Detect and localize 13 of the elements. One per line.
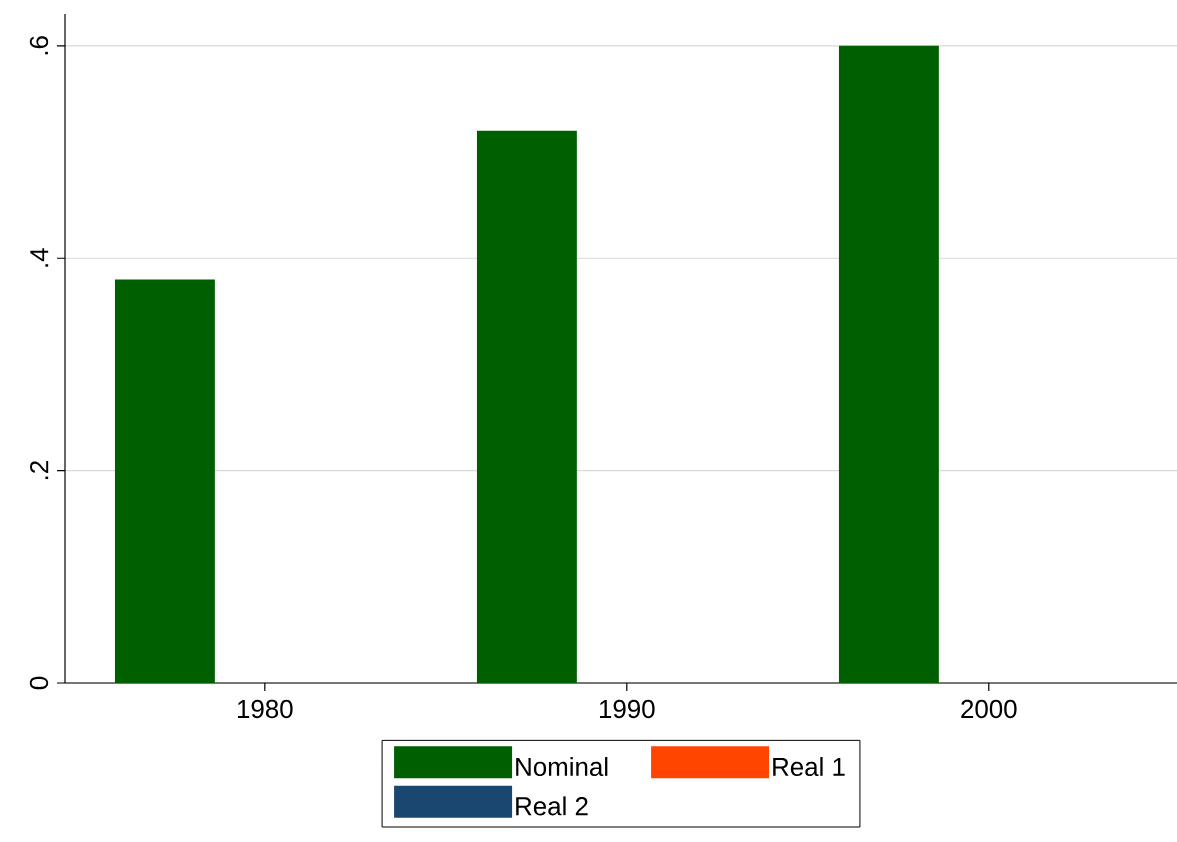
x-tick-label: 2000 (961, 699, 1017, 719)
bar (114, 279, 215, 683)
legend-label: Real 2 (516, 796, 588, 816)
legend-label: Real 1 (773, 757, 845, 777)
y-tick-label: .6 (29, 36, 49, 55)
y-tick-label: .2 (30, 461, 49, 480)
legend-label: Nominal (516, 757, 608, 777)
y-tick-label: .4 (30, 248, 49, 267)
x-tick-label: 1990 (599, 699, 655, 719)
y-tick-label: 0 (29, 676, 49, 690)
x-tick-label: 1980 (237, 699, 293, 719)
bar (838, 45, 939, 683)
bar (476, 130, 577, 683)
